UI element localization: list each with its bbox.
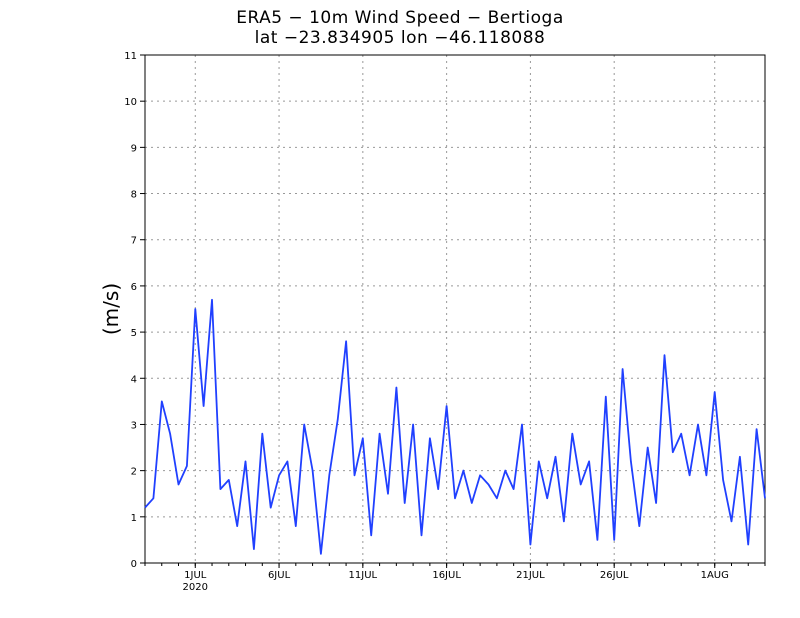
plot-frame: [144, 54, 766, 564]
x-tick-label: 21JUL: [516, 570, 545, 581]
y-tick-label: 1: [131, 513, 137, 524]
y-tick-label: 8: [131, 190, 137, 201]
x-tick-label: 11JUL: [349, 570, 378, 581]
chart-subtitle: lat −23.834905 lon −46.118088: [254, 28, 546, 48]
y-tick-label: 11: [124, 51, 137, 62]
y-axis-label: (m/s): [99, 283, 123, 335]
y-tick-label: 9: [131, 143, 137, 154]
y-tick-label: 4: [131, 374, 137, 385]
y-tick-label: 6: [131, 282, 137, 293]
chart-title: ERA5 − 10m Wind Speed − Bertioga: [236, 8, 564, 28]
y-tick-label: 0: [131, 559, 137, 570]
y-tick-label: 10: [124, 97, 137, 108]
x-tick-label: 16JUL: [432, 570, 461, 581]
x-tick-label: 6JUL: [268, 570, 291, 581]
y-tick-label: 5: [131, 328, 137, 339]
series-line: [144, 298, 766, 555]
y-axis: 0 1 2 3 4 5 6 7 8 9 10 11: [124, 51, 145, 570]
y-tick-label: 7: [131, 236, 137, 247]
y-tick-label: 3: [131, 420, 137, 431]
x-tick-sublabel: 2020: [183, 582, 208, 593]
y-tick-label: 2: [131, 467, 137, 478]
x-tick-label: 1AUG: [701, 570, 729, 581]
grid: [145, 55, 765, 563]
x-tick-label: 1JUL: [184, 570, 207, 581]
x-tick-label: 26JUL: [600, 570, 629, 581]
